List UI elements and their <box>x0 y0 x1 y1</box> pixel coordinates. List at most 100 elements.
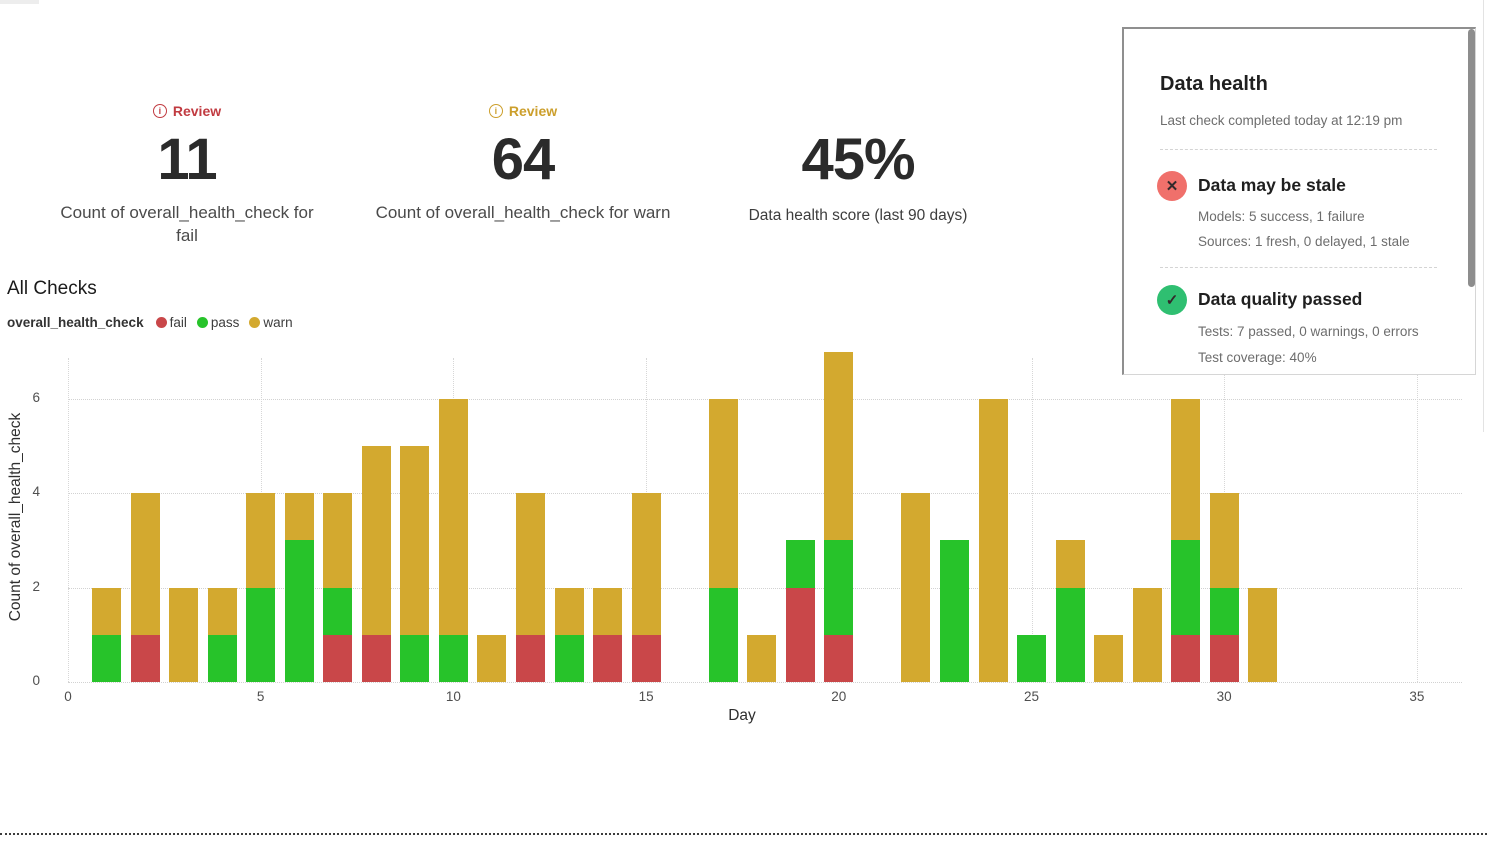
x-tick-label: 20 <box>831 689 847 704</box>
legend-dot <box>249 317 261 328</box>
bar-day29-warn[interactable] <box>1171 398 1201 541</box>
page-break-separator <box>0 833 1487 835</box>
bar-day7-pass[interactable] <box>323 587 353 635</box>
y-tick-label: 6 <box>32 389 40 405</box>
bar-day9-warn[interactable] <box>400 446 430 635</box>
x-tick-label: 10 <box>445 689 461 704</box>
kpi-label: Count of overall_health_check for warn <box>375 202 671 222</box>
bar-day7-warn[interactable] <box>323 493 353 588</box>
bar-day19-fail[interactable] <box>785 587 815 682</box>
kpi-value: 45% <box>801 127 915 192</box>
stacked-bar-chart: Count of overall_health_check Day 0 2 4 6 0 5… <box>7 351 1462 724</box>
bar-day17-pass[interactable] <box>708 587 738 682</box>
bar-day2-warn[interactable] <box>130 493 160 635</box>
bar-day6-warn[interactable] <box>284 493 314 541</box>
bar-day30-fail[interactable] <box>1209 634 1239 682</box>
kpi-fail-count: Review 11 Count of overall_health_check … <box>57 100 317 247</box>
review-badge-warn[interactable]: Review <box>373 100 673 122</box>
legend-dot <box>196 317 208 328</box>
panel-scrollbar-thumb[interactable] <box>1468 29 1475 287</box>
legend-item-fail[interactable]: fail <box>155 315 187 330</box>
x-tick-label: 5 <box>256 689 265 704</box>
bar-day3-warn[interactable] <box>169 587 199 682</box>
bar-day18-warn[interactable] <box>747 634 777 682</box>
kpi-warn-count: Review 64 Count of overall_health_check … <box>373 100 673 224</box>
stale-status-title: Data may be stale <box>1198 175 1346 195</box>
bar-day2-fail[interactable] <box>130 634 160 682</box>
legend-dot <box>155 317 167 328</box>
window-top-strip <box>0 0 39 4</box>
gridline-x <box>1031 358 1033 682</box>
bar-day8-fail[interactable] <box>361 634 391 682</box>
quality-status-title: Data quality passed <box>1198 289 1363 309</box>
gridline-y <box>68 493 1462 495</box>
legend-item-warn[interactable]: warn <box>249 315 293 330</box>
bar-day31-warn[interactable] <box>1248 587 1278 682</box>
bar-day25-pass[interactable] <box>1017 634 1046 682</box>
x-tick-label: 15 <box>638 689 654 704</box>
gridline-x <box>1416 358 1418 682</box>
y-axis-title: Count of overall_health_check <box>7 412 24 622</box>
bar-day1-warn[interactable] <box>92 587 121 635</box>
panel-title: Data health <box>1160 73 1268 95</box>
bar-day15-warn[interactable] <box>631 493 661 635</box>
x-tick-label: 30 <box>1216 689 1232 704</box>
bar-day26-warn[interactable] <box>1055 540 1085 588</box>
kpi-value: 11 <box>157 127 217 192</box>
bar-day1-pass[interactable] <box>92 634 121 682</box>
bar-day20-pass[interactable] <box>824 540 854 635</box>
bar-day11-warn[interactable] <box>477 634 507 682</box>
bar-day30-pass[interactable] <box>1209 587 1239 635</box>
bar-day14-warn[interactable] <box>593 587 623 635</box>
chart-section-title: All Checks <box>7 278 97 299</box>
bar-day6-pass[interactable] <box>284 540 314 682</box>
bar-day9-pass[interactable] <box>400 634 430 682</box>
x-axis-title: Day <box>728 707 756 724</box>
bar-day10-warn[interactable] <box>438 398 468 635</box>
page-scrollbar-track <box>1483 0 1484 432</box>
bar-day8-warn[interactable] <box>361 446 391 635</box>
bar-day14-fail[interactable] <box>593 634 623 682</box>
bar-day24-warn[interactable] <box>978 398 1008 682</box>
bar-day19-pass[interactable] <box>785 540 815 588</box>
bar-day30-warn[interactable] <box>1209 493 1239 588</box>
coverage-status-line: Test coverage: 40% <box>1198 350 1317 365</box>
bar-day20-warn[interactable] <box>824 351 854 541</box>
bar-day13-pass[interactable] <box>554 634 584 682</box>
sources-status-line: Sources: 1 fresh, 0 delayed, 1 stale <box>1198 234 1410 249</box>
bar-day29-pass[interactable] <box>1171 540 1201 635</box>
y-tick-label: 4 <box>32 484 40 500</box>
gridline-y <box>68 587 1462 589</box>
legend-label: fail <box>169 315 187 330</box>
x-tick-label: 25 <box>1023 689 1040 704</box>
models-status-line: Models: 5 success, 1 failure <box>1198 209 1365 224</box>
legend-label: pass <box>210 315 240 330</box>
x-circle-icon: ✕ <box>1157 171 1187 201</box>
bar-day23-pass[interactable] <box>939 540 969 682</box>
bar-day13-warn[interactable] <box>554 587 584 635</box>
bar-day5-warn[interactable] <box>246 493 276 588</box>
bar-day4-pass[interactable] <box>207 634 237 682</box>
bar-day5-pass[interactable] <box>246 587 276 682</box>
legend-item-pass[interactable]: pass <box>196 315 240 330</box>
bar-day28-warn[interactable] <box>1132 587 1162 682</box>
chart-legend: overall_health_check fail pass warn <box>7 315 293 330</box>
tests-status-line: Tests: 7 passed, 0 warnings, 0 errors <box>1198 324 1419 339</box>
bar-day29-fail[interactable] <box>1171 634 1201 682</box>
bar-day22-warn[interactable] <box>901 493 931 682</box>
bar-day12-warn[interactable] <box>516 493 545 635</box>
kpi-label: Data health score (last 90 days) <box>748 206 968 224</box>
gridline-y <box>68 398 1462 400</box>
bar-day12-fail[interactable] <box>516 634 545 682</box>
bar-day7-fail[interactable] <box>323 634 353 682</box>
bar-day4-warn[interactable] <box>207 587 237 635</box>
review-badge-fail[interactable]: Review <box>57 100 317 122</box>
x-tick-label: 0 <box>64 689 72 704</box>
bar-day17-warn[interactable] <box>708 398 738 588</box>
bar-day10-pass[interactable] <box>438 634 468 682</box>
bar-day26-pass[interactable] <box>1055 587 1085 682</box>
bar-day20-fail[interactable] <box>824 634 854 682</box>
bar-day27-warn[interactable] <box>1094 634 1124 682</box>
bar-day15-fail[interactable] <box>631 634 661 682</box>
x-tick-label: 35 <box>1409 689 1425 704</box>
